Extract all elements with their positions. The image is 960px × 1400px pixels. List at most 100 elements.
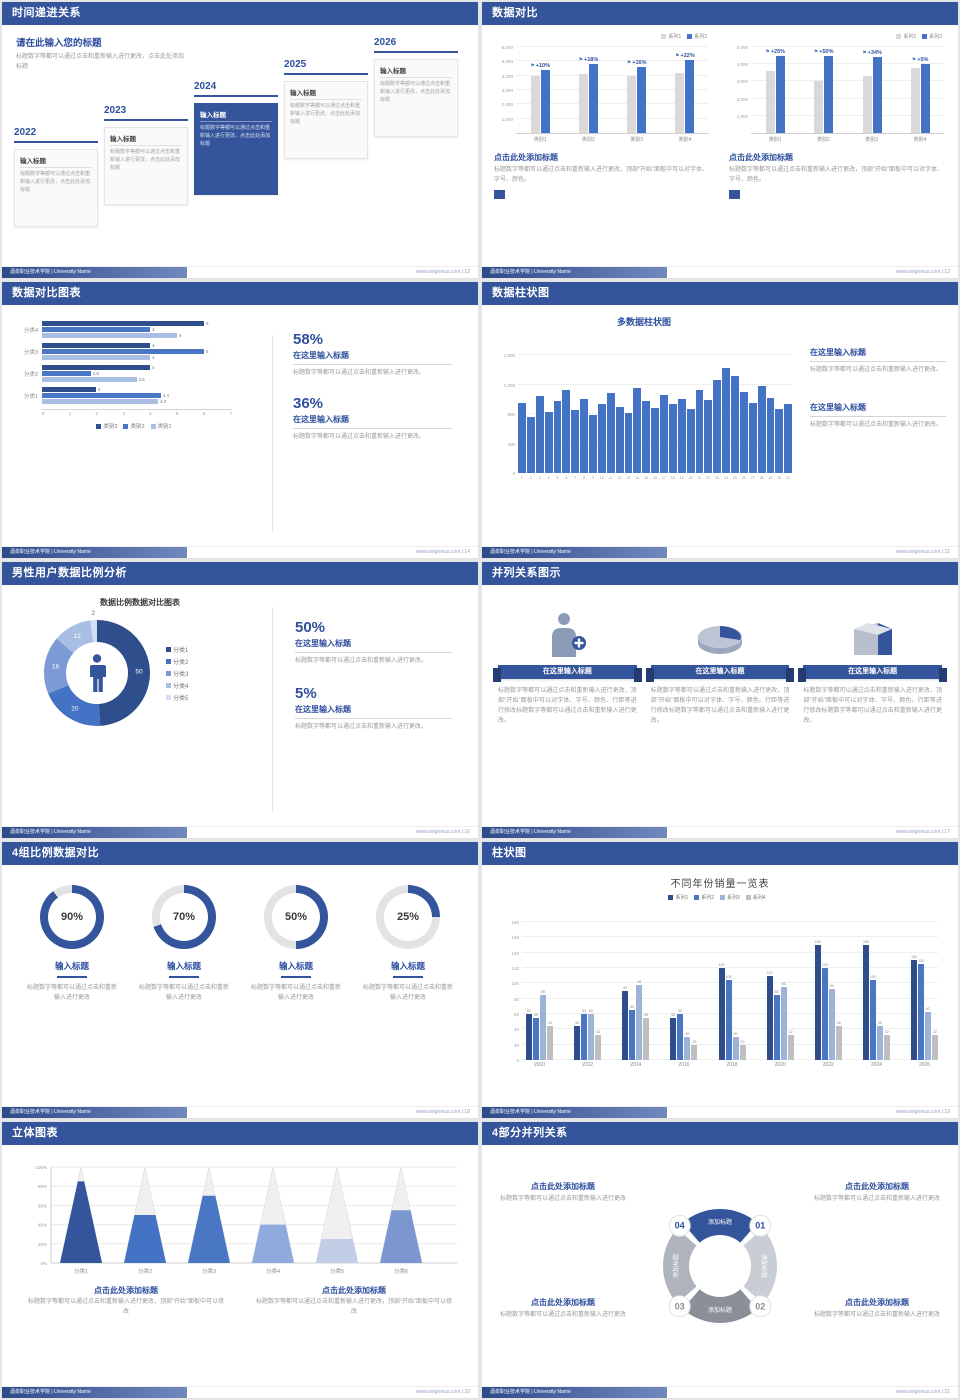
value-label: 30 [733, 1032, 738, 1036]
x-label: 13 [626, 476, 631, 480]
x-label: 20 [688, 476, 693, 480]
y-tick-label: 180 [511, 920, 519, 925]
bar-column: 45 [547, 1021, 553, 1060]
legend-item: 分类1 [166, 645, 188, 654]
slide-14[interactable]: 数据对比图表 分类4 6 4 5 分类3 4 6 4 分类2 4 1.8 3.5 分类1 2 4.4 4.3 0… [1, 281, 479, 559]
footer-org: 酒泉职业技术学院 | University Name [2, 827, 187, 838]
caption-text: 标题数字等都可以通过点击和重新输入进行更改，顶部“开始”面板中可以对字体、字号、… [729, 167, 943, 183]
flag-icon: ⚑ [530, 62, 535, 69]
slide-12[interactable]: 时间递进关系 请在此输入您的标题 标题数字等都可以通过点击和重新输入进行更改，点… [1, 1, 479, 279]
y-tick-label: 2,000 [501, 102, 513, 108]
bar-column: 85 [540, 990, 546, 1060]
timeline-rule [194, 95, 278, 97]
chart-legend: 类别3 类别2 类别1 [42, 422, 232, 430]
cone-fill [316, 1239, 358, 1263]
chart-title: 数据比例数据对比图表 [100, 598, 180, 607]
slide-18-header: 4组比例数据对比 [2, 842, 478, 865]
caption-block: 点击此处添加标题 标题数字等都可以通过点击和重新输入进行更改 [810, 1297, 944, 1321]
bar-column: 31 [784, 404, 793, 484]
bar-group: 分类4 6 4 5 [14, 321, 266, 338]
caption-title: 点击此处添加标题 [845, 1182, 909, 1191]
slide-footer: 酒泉职业技术学院 | University Name www.aotgenius… [2, 1106, 478, 1118]
bar-pair-left: 系列1 系列2 1,000 2,000 3,000 4,000 5,000 6,000 ⚑+10… [492, 33, 713, 143]
x-axis: 0 1 2 3 4 5 6 7 [42, 409, 232, 416]
bar-column: 32 [883, 1030, 890, 1060]
bar [651, 408, 659, 473]
bar [42, 327, 150, 332]
bar-column: 55 [670, 1013, 677, 1060]
gridline [516, 74, 709, 76]
slide-title: 柱状图 [492, 847, 527, 859]
bar-column: 105 [869, 974, 876, 1060]
item-text: 标题数字等都可以通过点击和重新输入进行更改 [26, 985, 117, 1001]
bar [872, 57, 882, 133]
x-label: 8 [583, 476, 586, 480]
segment-label: 添加标题 [760, 1253, 768, 1277]
gridline [516, 60, 709, 62]
comparison-panel-left: 系列1 系列2 1,000 2,000 3,000 4,000 5,000 6,000 ⚑+10… [492, 33, 713, 266]
value-label: 4 [152, 343, 155, 348]
slide-title: 数据对比 [492, 7, 538, 19]
value-label: 32 [884, 1030, 889, 1035]
slide-13[interactable]: 数据对比 系列1 系列2 1,000 2,000 3,000 4,000 5,000 6,00… [481, 1, 959, 279]
bar-group: ⚑+10% [530, 63, 550, 133]
comparison-panel-right: 系列1 系列2 1,000 2,000 3,000 4,000 5,000 ⚑+25% ⚑+50… [727, 33, 948, 266]
stat-block: 50% 在这里输入标题 标题数字等都可以通过点击和重新输入进行更改。 [295, 619, 466, 667]
slide-17[interactable]: 并列关系图示 在这里输入标题 标题数字等都可以通过点击和重新输入进行更改，顶部“… [481, 561, 959, 839]
title-underline [393, 976, 423, 978]
slide-19[interactable]: 柱状图 不同年份销量一览表 系列1 系列2 系列3 系列4 0 20 40 60 80 100 1… [481, 841, 959, 1119]
slide-21[interactable]: 4部分并列关系 添加标题 添加标题 添加标题 添加标题 01 02 03 04 点击此处添加标… [481, 1121, 959, 1399]
bar [932, 1035, 938, 1060]
bar-group: 60 55 85 45 2010 [526, 990, 553, 1071]
slide-16[interactable]: 男性用户数据比例分析 数据比例数据对比图表 50 20 18 12 2 分类1 分类2 分类… [1, 561, 479, 839]
x-label: 31 [786, 476, 791, 480]
stat-block: 58% 在这里输入标题 标题数字等都可以通过点击和重新输入进行更改。 [293, 331, 466, 379]
slide-14-body: 分类4 6 4 5 分类3 4 6 4 分类2 4 1.8 3.5 分类1 2 4.4 4.3 0 1 2 3 4 5 6 7… [2, 305, 478, 546]
timeline-card-title: 输入标题 [290, 90, 316, 97]
bar-column: 98 [636, 980, 643, 1060]
y-tick-label: 1,200 [503, 382, 515, 388]
x-tick-label: 5 [175, 411, 179, 416]
slide-footer: 酒泉职业技术学院 | University Name www.aotgenius… [482, 1386, 958, 1398]
slide-18[interactable]: 4组比例数据对比 90% 输入标题 标题数字等都可以通过点击和重新输入进行更改 … [1, 841, 479, 1119]
bar [765, 71, 775, 133]
x-label: 2012 [582, 1062, 594, 1068]
timeline-year: 2024 [194, 81, 217, 92]
bar-group: 150 105 45 32 2024 [862, 940, 890, 1071]
y-tick-label: 3,000 [501, 88, 513, 93]
cone-fill [124, 1215, 166, 1263]
bar-column: 32 [787, 1030, 794, 1060]
caption-title: 点击此处添加标题 [494, 153, 558, 162]
divider [293, 427, 453, 429]
bar [553, 400, 562, 473]
title-underline [281, 976, 311, 978]
slide-footer: 酒泉职业技术学院 | University Name www.aotgenius… [482, 826, 958, 838]
timeline-item: 2025 输入标题 标题数字等都可以通过点击和重新输入进行更改，点击此处添加标题 [284, 59, 368, 159]
x-label: 6 [565, 476, 568, 480]
slide-15[interactable]: 数据柱状图 多数据柱状图 0 400 800 1,200 1,600 1 2 3 4 5 6 7 8 9 1… [481, 281, 959, 559]
value-label: 92 [829, 984, 834, 989]
gridline [751, 46, 944, 47]
multi-bar-plot: 0 400 800 1,200 1,600 1 2 3 4 5 6 7 8 9 10 11 12 13 14 15 16… [494, 332, 794, 484]
bar-column: 16 [651, 408, 659, 484]
value-label: 20 [740, 1039, 745, 1044]
caption-block: 点击此处添加标题 标题数字等都可以通过点击和重新输入进行更改，顶部“开始”面板中… [254, 1285, 454, 1317]
timeline-card: 输入标题 标题数字等都可以通过点击和重新输入进行更改，点击此处添加标题 [194, 103, 278, 195]
caption-block: 点击此处添加标题 标题数字等都可以通过点击和重新输入进行更改 [496, 1181, 630, 1205]
footer-page: www.aotgenius.com | 16 [415, 829, 470, 835]
gridline [522, 967, 938, 968]
bar-column: 2 [526, 416, 535, 484]
bar [670, 1017, 677, 1060]
slide-20[interactable]: 立体图表 0% 20% 40% 60% 80% 100% 分类1 分类2 分类3 分类4 分类5 分类… [1, 1121, 479, 1399]
footer-page: www.aotgenius.com | 19 [895, 1109, 950, 1115]
value-label: 105 [869, 974, 876, 979]
value-label: 32 [788, 1030, 793, 1035]
stat-title: 在这里输入标题 [295, 639, 351, 648]
value-label: 45 [877, 1020, 882, 1025]
hbar-chart: 分类4 6 4 5 分类3 4 6 4 分类2 4 1.8 3.5 分类1 2 4.4 4.3 0 1 2 3 4 5 6 7… [14, 321, 266, 546]
x-label: 16 [653, 476, 658, 480]
caption-title: 点击此处添加标题 [729, 153, 793, 162]
slide-17-header: 并列关系图示 [482, 562, 958, 585]
vertical-divider [272, 335, 273, 532]
bar [615, 406, 624, 473]
